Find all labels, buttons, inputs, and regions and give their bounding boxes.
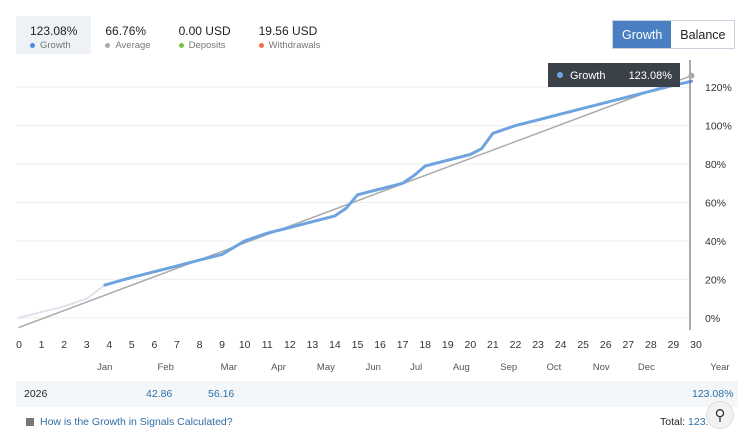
month-label: Jun [366,362,381,373]
stat-deposits-value: 0.00 USD [178,24,231,38]
stat-average[interactable]: 66.76% Average [91,16,164,54]
pre-period-line [18,284,106,319]
x-tick-label: 26 [600,339,612,351]
x-tick-label: 19 [442,339,454,351]
x-tick-label: 4 [106,339,112,351]
month-label: Apr [271,362,286,373]
x-tick-label: 24 [555,339,567,351]
x-tick-label: 8 [197,339,203,351]
chart-tooltip: Growth 123.08% [548,63,680,87]
x-tick-label: 17 [397,339,409,351]
growth-dot-icon [30,43,35,48]
tooltip-dot-icon [557,72,563,78]
help-book-icon [26,418,34,426]
total-label: Total: [660,416,686,428]
average-end-point [688,72,695,79]
growth-chart[interactable]: 0%20%40%60%80%100%120% 0 1 2 3 4 5 6 7 8 9 10 11 12 1… [0,0,750,380]
growth-calculation-link[interactable]: How is the Growth in Signals Calculated? [40,416,233,428]
x-tick-label: 13 [307,339,319,351]
year-row: 2026 42.86 56.16 123.08% [16,381,738,407]
x-tick-label: 1 [39,339,45,351]
deposits-dot-icon [178,43,184,48]
x-tick-label: 14 [329,339,341,351]
tooltip-box [548,63,680,87]
x-tick-label: 15 [352,339,364,351]
stat-average-label: Average [115,40,151,51]
x-tick-label: 30 [690,339,702,351]
x-tick-label: 10 [239,339,251,351]
x-tick-label: 21 [487,339,499,351]
month-label: Dec [638,362,655,373]
feb-value: 42.86 [146,388,173,400]
x-tick-label: 29 [668,339,680,351]
stat-average-value: 66.76% [105,24,147,38]
average-dot-icon [105,43,111,48]
x-tick-label: 0 [16,339,22,351]
y-tick-label: 0% [705,313,720,325]
x-tick-label: 7 [174,339,180,351]
growth-line [103,79,693,287]
zoom-icon[interactable]: ⚲ [706,401,734,429]
y-tick-label: 120% [705,82,732,94]
stat-deposits[interactable]: 0.00 USD Deposits [165,16,245,54]
stats-bar: 123.08% Growth 66.76% Average 0.00 USD D… [16,16,334,54]
stat-deposits-label: Deposits [188,40,226,51]
y-tick-label: 60% [705,198,726,210]
x-tick-label: 3 [84,339,90,351]
x-tick-label: 18 [419,339,431,351]
x-tick-label: 2 [61,339,67,351]
month-label: Nov [593,362,610,373]
stat-withdrawals-label: Withdrawals [268,40,321,51]
chart-toggle: Growth Balance [612,20,736,49]
footer-help: How is the Growth in Signals Calculated? [26,416,233,428]
x-tick-label: 20 [464,339,476,351]
x-tick-label: 5 [129,339,135,351]
x-tick-label: 11 [262,339,273,351]
x-tick-label: 28 [645,339,657,351]
stat-growth-label: Growth [40,40,71,51]
year-label: 2026 [24,388,48,400]
x-tick-label: 22 [510,339,522,351]
x-tick-label: 16 [374,339,386,351]
month-label: Mar [221,362,237,373]
x-tick-label: 23 [532,339,544,351]
x-tick-label: 6 [151,339,157,351]
x-tick-label: 25 [577,339,589,351]
month-label: Oct [546,362,561,373]
growth-toggle-button[interactable]: Growth [613,21,672,48]
withdrawals-dot-icon [258,43,264,48]
month-label: Jul [410,362,422,373]
average-line [18,74,693,329]
x-axis-end-label: Year [710,362,729,373]
tooltip-value: 123.08% [629,70,673,82]
month-label: Sep [500,362,517,373]
y-tick-label: 20% [705,274,726,286]
balance-toggle-button[interactable]: Balance [671,21,735,48]
year-total-value: 123.08% [692,388,734,400]
x-tick-label: 12 [284,339,296,351]
y-tick-label: 100% [705,121,732,133]
y-tick-label: 40% [705,236,726,248]
stat-growth-value: 123.08% [30,24,78,38]
chart-series [18,74,693,329]
month-label: May [317,362,335,373]
month-labels: Jan Feb Mar Apr May Jun Jul Aug Sep Oct Nov Dec [97,362,655,373]
y-tick-label: 80% [705,159,726,171]
stat-withdrawals[interactable]: 19.56 USD Withdrawals [245,16,335,54]
stat-withdrawals-value: 19.56 USD [258,24,318,38]
y-axis-ticks: 0% 20% 40% 60% 80% 100% 120% [705,82,732,325]
mar-value: 56.16 [208,388,235,400]
x-axis-ticks: 0 1 2 3 4 5 6 7 8 9 10 11 12 13 14 15 16 17 18 19 20 21 22 23 24… [16,339,702,351]
stat-growth[interactable]: 123.08% Growth [16,16,92,54]
tooltip-label: Growth [570,70,605,82]
month-label: Jan [97,362,112,373]
month-label: Feb [157,362,173,373]
x-tick-label: 27 [622,339,634,351]
month-label: Aug [453,362,470,373]
x-tick-label: 9 [219,339,225,351]
